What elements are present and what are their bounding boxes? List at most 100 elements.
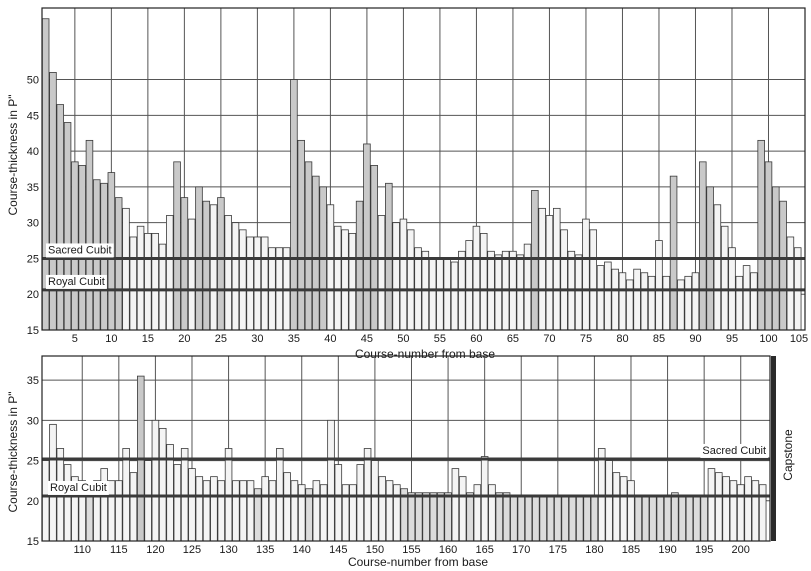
bar bbox=[685, 496, 694, 542]
x-tick-label: 10 bbox=[105, 333, 117, 345]
capstone-label: Capstone bbox=[781, 429, 795, 481]
bar bbox=[297, 139, 305, 331]
bar bbox=[713, 204, 722, 331]
bar bbox=[348, 232, 357, 331]
bar bbox=[574, 254, 583, 331]
bar bbox=[495, 492, 504, 542]
chart-bottom-frame bbox=[41, 355, 771, 542]
x-tick-label: 80 bbox=[616, 333, 628, 345]
bar bbox=[626, 279, 634, 331]
bar bbox=[735, 275, 744, 331]
bar bbox=[173, 161, 181, 331]
bar bbox=[422, 492, 430, 542]
bar bbox=[312, 480, 321, 542]
y-tick-label: 50 bbox=[27, 75, 39, 87]
x-tick-label: 50 bbox=[397, 333, 409, 345]
bar bbox=[531, 190, 539, 331]
bar bbox=[428, 258, 437, 331]
bar bbox=[662, 275, 671, 331]
bar bbox=[700, 496, 708, 542]
x-tick-label: 190 bbox=[658, 544, 676, 556]
bar bbox=[312, 175, 320, 331]
bar bbox=[399, 218, 408, 331]
x-tick-label: 5 bbox=[72, 333, 78, 345]
bar bbox=[693, 496, 701, 542]
bar bbox=[465, 240, 473, 331]
bar bbox=[444, 492, 452, 542]
bar bbox=[355, 200, 364, 331]
x-tick-label: 55 bbox=[434, 333, 446, 345]
bar bbox=[618, 272, 627, 331]
bar bbox=[539, 496, 547, 542]
y-tick-label: 20 bbox=[27, 289, 39, 301]
x-tick-label: 20 bbox=[178, 333, 190, 345]
x-tick-label: 145 bbox=[329, 544, 347, 556]
chart-bottom-xlabel: Course-number from base bbox=[348, 555, 488, 569]
bar bbox=[545, 215, 554, 331]
bar bbox=[283, 472, 291, 542]
bar bbox=[554, 496, 562, 542]
x-tick-label: 15 bbox=[142, 333, 154, 345]
bar bbox=[568, 496, 577, 542]
bar bbox=[699, 161, 707, 331]
bar bbox=[582, 218, 590, 331]
bar bbox=[596, 265, 605, 331]
x-tick-label: 125 bbox=[183, 544, 201, 556]
bar bbox=[151, 419, 160, 542]
x-tick-label: 65 bbox=[507, 333, 519, 345]
x-tick-label: 150 bbox=[366, 544, 384, 556]
bar bbox=[144, 232, 152, 331]
reference-label: Royal Cubit bbox=[48, 276, 105, 288]
bar bbox=[744, 476, 752, 542]
bar bbox=[649, 496, 657, 542]
bar bbox=[458, 476, 467, 542]
bar bbox=[488, 484, 496, 542]
x-tick-label: 25 bbox=[215, 333, 227, 345]
x-tick-label: 45 bbox=[361, 333, 373, 345]
bar bbox=[707, 468, 716, 542]
bar bbox=[583, 496, 591, 542]
chart-bottom-reference-lines: Sacred Cubit Royal Cubit bbox=[42, 443, 770, 498]
x-tick-label: 105 bbox=[790, 333, 808, 345]
bar bbox=[450, 261, 459, 331]
bar bbox=[612, 472, 621, 542]
bar bbox=[786, 236, 795, 331]
bar bbox=[129, 236, 138, 331]
reference-label: Sacred Cubit bbox=[48, 244, 112, 256]
bar bbox=[217, 197, 225, 331]
bar bbox=[333, 225, 342, 331]
y-tick-label: 25 bbox=[27, 456, 39, 468]
bar bbox=[451, 468, 460, 542]
bar bbox=[742, 265, 751, 331]
bar bbox=[663, 496, 672, 542]
bar bbox=[443, 258, 451, 331]
bar bbox=[678, 496, 686, 542]
x-tick-label: 165 bbox=[475, 544, 493, 556]
x-tick-label: 100 bbox=[759, 333, 777, 345]
bar bbox=[253, 236, 262, 331]
bar bbox=[363, 143, 371, 331]
bar bbox=[757, 139, 765, 331]
bar bbox=[85, 139, 94, 331]
bar bbox=[640, 272, 649, 331]
bar bbox=[604, 261, 612, 331]
x-tick-label: 85 bbox=[653, 333, 665, 345]
bar bbox=[560, 229, 568, 331]
bar bbox=[100, 468, 108, 542]
chart-top-xlabel: Course-number from base bbox=[355, 347, 495, 361]
bar bbox=[764, 161, 773, 331]
bar bbox=[371, 460, 379, 542]
bar bbox=[647, 275, 656, 331]
chart-bottom-ylabel: Course-thickness in P" bbox=[6, 392, 20, 513]
x-tick-label: 135 bbox=[256, 544, 274, 556]
bar bbox=[341, 229, 349, 331]
bar bbox=[611, 268, 619, 331]
bar bbox=[370, 165, 378, 331]
x-tick-label: 110 bbox=[73, 544, 91, 556]
y-tick-label: 30 bbox=[27, 415, 39, 427]
bar bbox=[393, 484, 401, 542]
y-tick-label: 35 bbox=[27, 182, 39, 194]
bar bbox=[290, 79, 298, 331]
bar bbox=[634, 496, 643, 542]
